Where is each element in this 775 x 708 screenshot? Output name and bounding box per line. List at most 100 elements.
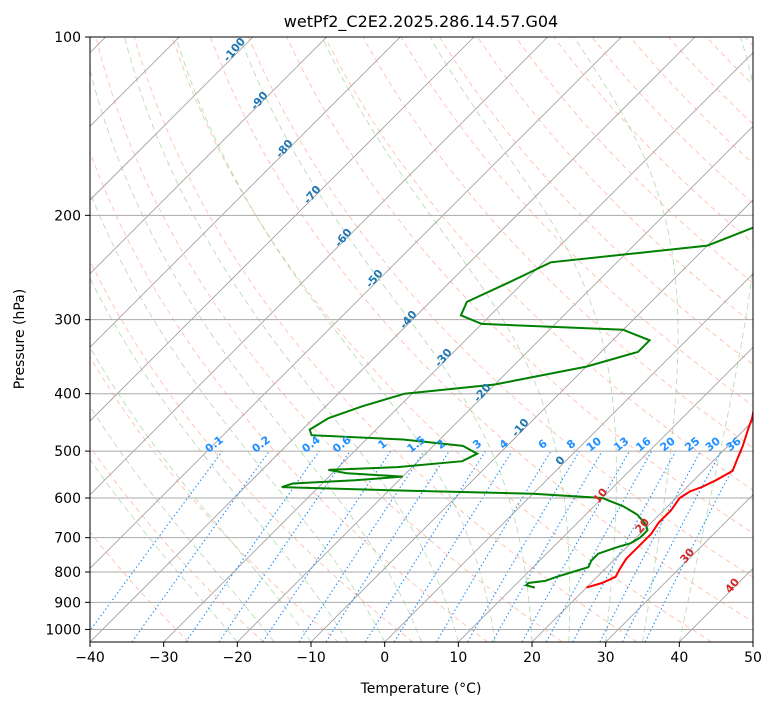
mixing-ratio-label: 6: [536, 437, 550, 452]
x-tick-label: −10: [296, 650, 326, 666]
dry-adiabat-line: [90, 150, 488, 642]
moist-adiabat-line: [678, 37, 753, 642]
x-tick-label: 30: [597, 650, 615, 666]
y-tick-label: 500: [54, 444, 81, 460]
dry-adiabat-line: [95, 37, 563, 642]
mixing-ratio-line: [185, 450, 320, 642]
dry-adiabat-label: -60: [332, 226, 355, 250]
y-tick-label: 900: [54, 595, 81, 611]
mixing-ratio-label: 0.2: [249, 433, 272, 455]
moist-adiabat-line: [124, 37, 459, 642]
profiles: [281, 226, 753, 589]
x-tick-label: 0: [380, 650, 389, 666]
moist-adiabat-line: [90, 190, 386, 642]
mixing-ratio-line: [572, 450, 677, 642]
x-tick-label: 10: [449, 650, 467, 666]
mixing-ratio-line: [298, 450, 425, 642]
mixing-ratio-line: [545, 450, 653, 642]
mixing-ratio-line: [644, 450, 743, 642]
moist-adiabat-line: [90, 458, 238, 642]
isotherm-line: [90, 37, 327, 275]
isotherm-line: [605, 494, 753, 642]
y-tick-label: 300: [54, 313, 81, 329]
dewpoint-profile-line: [281, 226, 753, 589]
x-tick-label: 50: [744, 650, 762, 666]
dry-adiabat-line: [553, 37, 753, 244]
dry-adiabat-label: 10: [590, 485, 610, 505]
background-lines: [90, 37, 753, 642]
mixing-ratio-line: [90, 450, 223, 632]
isotherm-line: [310, 199, 753, 642]
moist-adiabat-line: [429, 37, 617, 642]
dry-adiabat-label: 30: [677, 545, 697, 565]
isotherm-line: [90, 37, 401, 348]
mixing-ratio-line: [131, 450, 270, 642]
dry-adiabat-label: -50: [363, 267, 386, 291]
y-tick-label: 800: [54, 565, 81, 581]
dry-adiabat-line: [210, 37, 753, 623]
moist-adiabat-line: [321, 37, 571, 642]
x-tick-label: 20: [523, 650, 541, 666]
dry-adiabat-label: -90: [248, 89, 271, 113]
dry-adiabat-label: -80: [273, 137, 296, 161]
moist-adiabat-line: [175, 37, 496, 642]
axes: −40 −30 −20 −10 0 10 20 30 40 5010020030040050060…: [45, 30, 762, 666]
dry-adiabat-line: [400, 37, 753, 407]
temperature-profile-line: [586, 407, 753, 589]
dry-adiabat-label: -10: [509, 416, 532, 440]
isotherm-line: [90, 37, 254, 201]
moist-adiabat-line: [90, 277, 349, 642]
mixing-ratio-line: [467, 450, 580, 642]
dry-adiabat-label: -40: [397, 308, 420, 332]
x-tick-label: −40: [75, 650, 105, 666]
y-axis-label: Pressure (hPa): [12, 289, 28, 389]
dry-adiabat-line: [744, 37, 753, 47]
mixing-ratio-line: [262, 450, 392, 642]
x-tick-label: −30: [149, 650, 179, 666]
dry-adiabat-line: [706, 37, 753, 86]
dry-adiabat-label: 20: [632, 515, 652, 535]
y-tick-label: 200: [54, 208, 81, 224]
mixing-ratio-line: [325, 450, 450, 642]
mixing-ratio-label: 3: [470, 437, 484, 452]
isotherm-line: [384, 273, 753, 642]
mixing-ratio-label: 1.5: [405, 433, 428, 455]
dry-adiabat-line: [324, 37, 753, 491]
mixing-ratio-label: 8: [564, 437, 578, 452]
dry-adiabat-label: -70: [301, 183, 324, 207]
dry-adiabat-line: [90, 445, 264, 642]
pressure-gridlines: [90, 37, 753, 630]
isotherm-line: [90, 37, 622, 569]
isotherm-line: [163, 52, 753, 642]
isotherm-line: [458, 346, 753, 642]
x-tick-label: 40: [670, 650, 688, 666]
isotherm-line: [237, 125, 753, 642]
isotherm-line: [90, 37, 548, 496]
y-tick-label: 700: [54, 531, 81, 547]
dry-adiabat-label: 40: [722, 575, 742, 595]
dry-adiabat-label: 0: [553, 453, 568, 467]
moist-adiabat-line: [573, 37, 679, 642]
dry-adiabat-line: [362, 37, 753, 449]
moist-adiabat-line: [90, 405, 275, 642]
dry-adiabat-line: [90, 531, 190, 642]
y-tick-label: 400: [54, 387, 81, 403]
y-tick-label: 100: [54, 30, 81, 46]
moist-adiabat-line: [90, 67, 422, 642]
mixing-ratio-line: [521, 450, 630, 642]
x-axis-label: Temperature (°C): [360, 681, 482, 697]
dry-adiabat-line: [286, 37, 753, 534]
x-tick-label: −20: [223, 650, 253, 666]
mixing-ratio-line: [364, 450, 486, 642]
dry-adiabat-label: -100: [220, 35, 248, 65]
dry-adiabat-line: [133, 37, 638, 642]
plot-frame: [89, 36, 754, 643]
chart-title: wetPf2_C2E2.2025.286.14.57.G04: [284, 12, 558, 32]
y-tick-label: 1000: [45, 622, 81, 638]
dry-adiabat-line: [248, 37, 753, 578]
dry-adiabat-line: [439, 37, 753, 365]
dry-adiabat-label: -30: [432, 346, 455, 370]
isotherm-line: [90, 37, 475, 422]
dry-adiabat-line: [90, 356, 339, 642]
